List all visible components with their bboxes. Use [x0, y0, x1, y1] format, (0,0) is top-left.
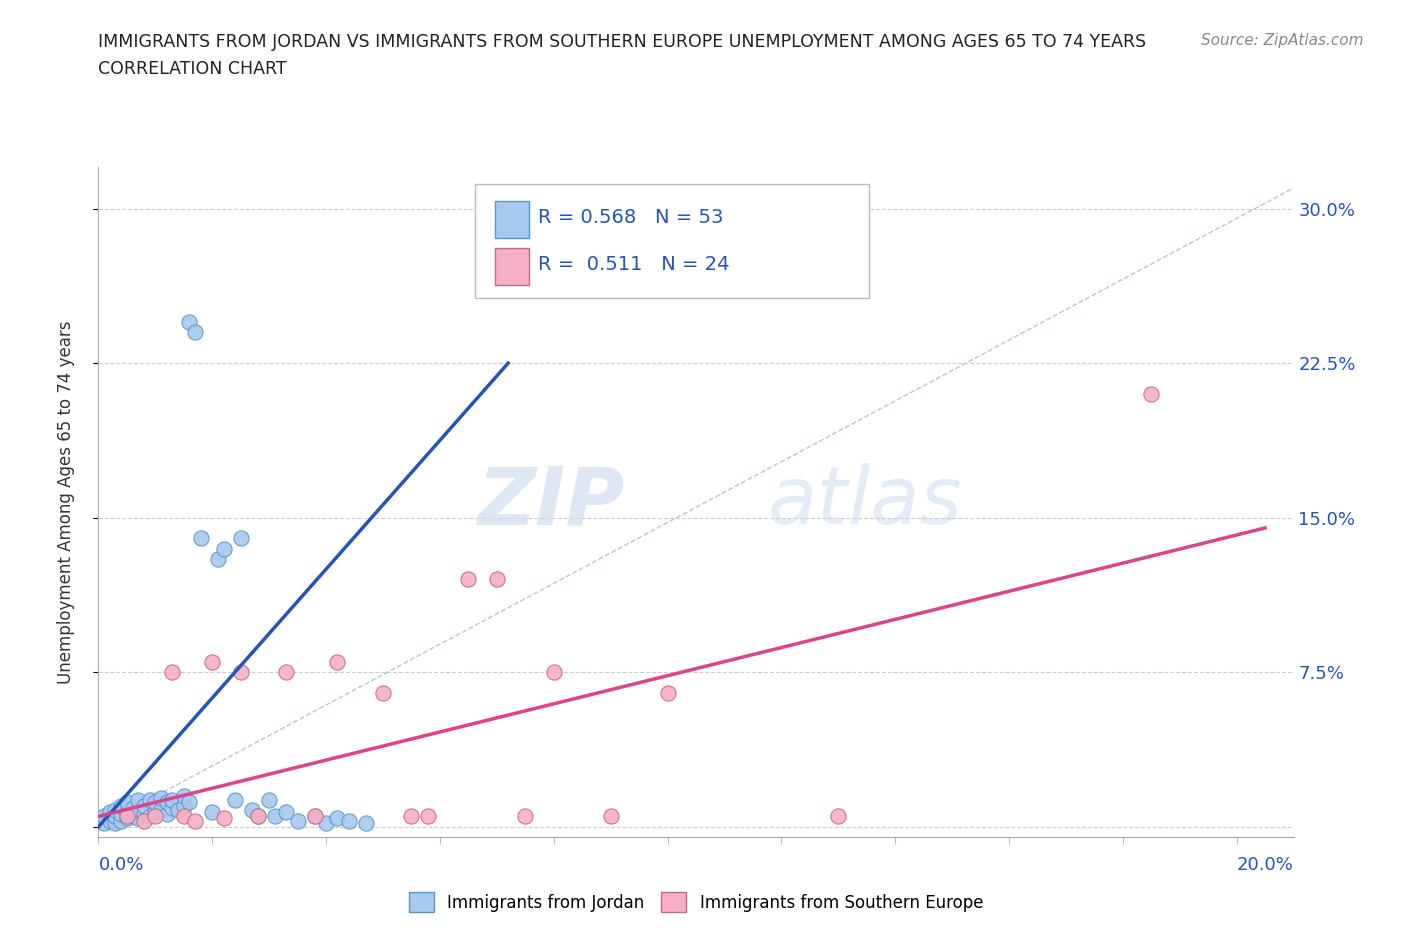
Point [457, 572, 479, 587]
Point [276, 804, 298, 819]
Point [93, 809, 115, 824]
Point [143, 804, 166, 819]
Point [190, 531, 212, 546]
Point [98, 804, 121, 819]
Y-axis label: Unemployment Among Ages 65 to 74 years: Unemployment Among Ages 65 to 74 years [56, 321, 75, 684]
Point [115, 804, 138, 819]
Point [263, 809, 285, 824]
Point [121, 801, 143, 816]
Point [162, 665, 184, 680]
Point [104, 815, 127, 830]
Point [246, 809, 269, 824]
Point [104, 803, 127, 817]
FancyBboxPatch shape [475, 184, 869, 298]
Point [326, 655, 349, 670]
Point [184, 325, 207, 339]
Point [184, 813, 207, 828]
Point [110, 807, 132, 822]
Point [337, 813, 360, 828]
Point [212, 811, 235, 826]
Point [207, 551, 229, 566]
Point [127, 803, 149, 817]
Text: 0.0%: 0.0% [98, 856, 143, 874]
Point [162, 801, 184, 816]
Point [156, 807, 179, 822]
Point [827, 809, 849, 824]
Point [179, 794, 201, 809]
Text: CORRELATION CHART: CORRELATION CHART [98, 60, 287, 78]
Point [104, 809, 127, 824]
Point [150, 803, 173, 817]
Point [229, 531, 252, 546]
Text: R = 0.568   N = 53: R = 0.568 N = 53 [538, 208, 724, 227]
Point [115, 794, 138, 809]
Point [315, 815, 337, 830]
Point [115, 809, 138, 824]
Point [371, 685, 394, 700]
Text: IMMIGRANTS FROM JORDAN VS IMMIGRANTS FROM SOUTHERN EUROPE UNEMPLOYMENT AMONG AGE: IMMIGRANTS FROM JORDAN VS IMMIGRANTS FRO… [98, 33, 1146, 50]
Point [143, 794, 166, 809]
Point [150, 790, 173, 805]
Point [1140, 387, 1163, 402]
Point [127, 811, 149, 826]
Point [257, 792, 280, 807]
Point [212, 541, 235, 556]
Point [138, 809, 160, 824]
Text: 20.0%: 20.0% [1237, 856, 1294, 874]
Point [179, 314, 201, 329]
Text: R =  0.511   N = 24: R = 0.511 N = 24 [538, 255, 730, 274]
Point [173, 799, 195, 814]
Point [132, 807, 155, 822]
Point [127, 792, 149, 807]
Point [201, 655, 224, 670]
Point [143, 809, 166, 824]
Point [418, 809, 440, 824]
Point [138, 792, 160, 807]
Point [354, 815, 377, 830]
Text: Source: ZipAtlas.com: Source: ZipAtlas.com [1201, 33, 1364, 47]
Point [110, 813, 132, 828]
Point [246, 809, 269, 824]
Point [287, 813, 309, 828]
Point [515, 809, 537, 824]
Point [156, 794, 179, 809]
Point [173, 789, 195, 804]
Point [110, 799, 132, 814]
Point [224, 792, 246, 807]
Point [93, 815, 115, 830]
Point [115, 811, 138, 826]
Point [304, 809, 326, 824]
Point [162, 792, 184, 807]
Point [121, 809, 143, 824]
Point [326, 811, 349, 826]
Legend: Immigrants from Jordan, Immigrants from Southern Europe: Immigrants from Jordan, Immigrants from … [402, 885, 990, 919]
Point [229, 665, 252, 680]
Point [276, 665, 298, 680]
FancyBboxPatch shape [495, 247, 529, 285]
FancyBboxPatch shape [495, 201, 529, 238]
Point [599, 809, 621, 824]
Point [485, 572, 508, 587]
Text: ZIP: ZIP [477, 463, 624, 541]
Point [240, 803, 263, 817]
Point [201, 804, 224, 819]
Point [132, 799, 155, 814]
Point [173, 809, 195, 824]
Point [98, 813, 121, 828]
Point [304, 809, 326, 824]
Point [657, 685, 679, 700]
Text: atlas: atlas [768, 463, 963, 541]
Point [132, 813, 155, 828]
Point [543, 665, 565, 680]
Point [401, 809, 423, 824]
Point [167, 803, 190, 817]
